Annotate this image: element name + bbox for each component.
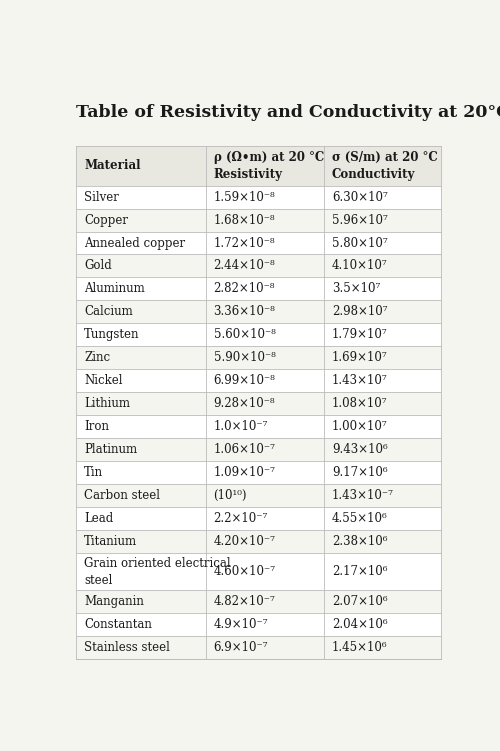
Text: 1.45×10⁶: 1.45×10⁶ <box>332 641 388 654</box>
Bar <box>76 636 440 659</box>
Text: Table of Resistivity and Conductivity at 20°C: Table of Resistivity and Conductivity at… <box>76 104 500 121</box>
Text: 1.08×10⁷: 1.08×10⁷ <box>332 397 388 410</box>
Text: Titanium: Titanium <box>84 535 138 547</box>
Text: 1.68×10⁻⁸: 1.68×10⁻⁸ <box>214 213 275 227</box>
Text: 1.06×10⁻⁷: 1.06×10⁻⁷ <box>214 443 276 456</box>
Text: 1.69×10⁷: 1.69×10⁷ <box>332 351 388 364</box>
Text: 5.80×10⁷: 5.80×10⁷ <box>332 237 388 249</box>
Text: 2.44×10⁻⁸: 2.44×10⁻⁸ <box>214 259 276 273</box>
Text: Lithium: Lithium <box>84 397 130 410</box>
Text: 5.96×10⁷: 5.96×10⁷ <box>332 213 388 227</box>
Text: 9.28×10⁻⁸: 9.28×10⁻⁸ <box>214 397 275 410</box>
Text: Lead: Lead <box>84 511 114 525</box>
Text: Carbon steel: Carbon steel <box>84 489 160 502</box>
Text: 4.9×10⁻⁷: 4.9×10⁻⁷ <box>214 618 268 632</box>
Bar <box>76 277 440 300</box>
Text: (10¹⁰): (10¹⁰) <box>214 489 247 502</box>
Text: 5.90×10⁻⁸: 5.90×10⁻⁸ <box>214 351 276 364</box>
Bar <box>76 231 440 255</box>
Text: 4.55×10⁶: 4.55×10⁶ <box>332 511 388 525</box>
Text: 1.0×10⁻⁷: 1.0×10⁻⁷ <box>214 420 268 433</box>
Text: Grain oriented electrical
steel: Grain oriented electrical steel <box>84 557 231 587</box>
Bar <box>76 553 440 590</box>
Text: 6.99×10⁻⁸: 6.99×10⁻⁸ <box>214 374 276 387</box>
Text: 9.17×10⁶: 9.17×10⁶ <box>332 466 388 479</box>
Text: 5.60×10⁻⁸: 5.60×10⁻⁸ <box>214 328 276 341</box>
Text: ρ (Ω•m) at 20 °C
Resistivity: ρ (Ω•m) at 20 °C Resistivity <box>214 151 324 181</box>
Bar <box>76 529 440 553</box>
Text: Nickel: Nickel <box>84 374 122 387</box>
Bar <box>76 185 440 209</box>
Text: Copper: Copper <box>84 213 128 227</box>
Bar <box>76 146 440 185</box>
Bar <box>76 209 440 231</box>
Text: 6.30×10⁷: 6.30×10⁷ <box>332 191 388 204</box>
Bar <box>76 614 440 636</box>
Text: 1.72×10⁻⁸: 1.72×10⁻⁸ <box>214 237 275 249</box>
Text: 1.09×10⁻⁷: 1.09×10⁻⁷ <box>214 466 276 479</box>
Text: 1.43×10⁷: 1.43×10⁷ <box>332 374 388 387</box>
Text: 3.36×10⁻⁸: 3.36×10⁻⁸ <box>214 306 276 318</box>
Bar <box>76 590 440 614</box>
Text: Calcium: Calcium <box>84 306 133 318</box>
Text: Tungsten: Tungsten <box>84 328 140 341</box>
Bar <box>76 255 440 277</box>
Text: Constantan: Constantan <box>84 618 152 632</box>
Text: 4.82×10⁻⁷: 4.82×10⁻⁷ <box>214 596 276 608</box>
Text: 2.38×10⁶: 2.38×10⁶ <box>332 535 388 547</box>
Text: 1.59×10⁻⁸: 1.59×10⁻⁸ <box>214 191 276 204</box>
Text: 4.60×10⁻⁷: 4.60×10⁻⁷ <box>214 565 276 578</box>
Text: Aluminum: Aluminum <box>84 282 145 295</box>
Text: 2.98×10⁷: 2.98×10⁷ <box>332 306 388 318</box>
Text: 1.43×10⁻⁷: 1.43×10⁻⁷ <box>332 489 394 502</box>
Text: 2.82×10⁻⁸: 2.82×10⁻⁸ <box>214 282 275 295</box>
Bar <box>76 300 440 323</box>
Bar <box>76 346 440 369</box>
Bar <box>76 392 440 415</box>
Text: 1.79×10⁷: 1.79×10⁷ <box>332 328 388 341</box>
Text: Tin: Tin <box>84 466 103 479</box>
Text: Material: Material <box>84 159 140 172</box>
Text: 4.10×10⁷: 4.10×10⁷ <box>332 259 388 273</box>
Text: 2.07×10⁶: 2.07×10⁶ <box>332 596 388 608</box>
Text: Stainless steel: Stainless steel <box>84 641 170 654</box>
Text: Platinum: Platinum <box>84 443 138 456</box>
Bar <box>76 323 440 346</box>
Text: σ (S/m) at 20 °C
Conductivity: σ (S/m) at 20 °C Conductivity <box>332 151 438 181</box>
Text: Zinc: Zinc <box>84 351 110 364</box>
Text: 2.04×10⁶: 2.04×10⁶ <box>332 618 388 632</box>
Text: 9.43×10⁶: 9.43×10⁶ <box>332 443 388 456</box>
Bar <box>76 415 440 438</box>
Text: Manganin: Manganin <box>84 596 144 608</box>
Text: Annealed copper: Annealed copper <box>84 237 186 249</box>
Text: 2.2×10⁻⁷: 2.2×10⁻⁷ <box>214 511 268 525</box>
Text: 6.9×10⁻⁷: 6.9×10⁻⁷ <box>214 641 268 654</box>
Bar <box>76 369 440 392</box>
Bar <box>76 484 440 507</box>
Bar <box>76 461 440 484</box>
Text: Iron: Iron <box>84 420 109 433</box>
Text: 4.20×10⁻⁷: 4.20×10⁻⁷ <box>214 535 276 547</box>
Text: 2.17×10⁶: 2.17×10⁶ <box>332 565 388 578</box>
Text: 1.00×10⁷: 1.00×10⁷ <box>332 420 388 433</box>
Text: Silver: Silver <box>84 191 119 204</box>
Bar <box>76 438 440 461</box>
Text: Gold: Gold <box>84 259 112 273</box>
Text: 3.5×10⁷: 3.5×10⁷ <box>332 282 380 295</box>
Bar <box>76 507 440 529</box>
